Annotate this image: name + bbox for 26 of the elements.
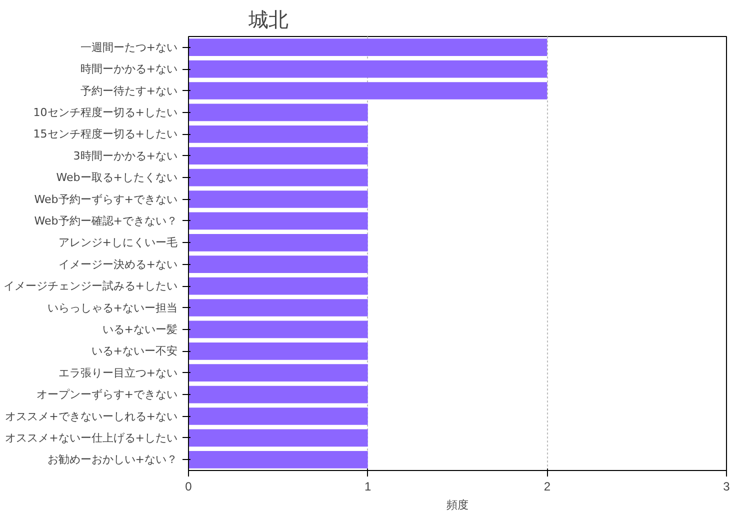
x-tick-label: 2 bbox=[544, 480, 551, 494]
y-tick-label: Web予約ー確認+できない？ bbox=[34, 214, 178, 228]
y-tick-label: オススメ+ないー仕上げる+したい bbox=[5, 431, 178, 444]
y-tick-label: アレンジ+しにくいー毛 bbox=[58, 236, 178, 250]
y-tick-label: Webー取る+したくない bbox=[56, 171, 178, 184]
y-tick-label: 10センチ程度ー切る+したい bbox=[33, 106, 178, 119]
y-tick-label: オープンーずらす+できない bbox=[36, 388, 178, 402]
chart-title: 城北 bbox=[248, 8, 288, 32]
y-tick-label: 15センチ程度ー切る+したい bbox=[33, 128, 178, 141]
y-tick-label: 一週間ーたつ+ない bbox=[80, 40, 178, 54]
x-tick-label: 3 bbox=[723, 480, 730, 494]
y-tick-label: いる+ないー不安 bbox=[91, 344, 178, 358]
y-tick-label: イメージー決める+ない bbox=[58, 258, 178, 271]
y-tick-label: いる+ないー髪 bbox=[102, 322, 178, 336]
y-tick-label: 予約ー待たす+ない bbox=[80, 84, 178, 98]
y-tick-label: エラ張りー目立つ+ない bbox=[58, 366, 178, 380]
y-tick-label: いらっしゃる+ないー担当 bbox=[47, 301, 178, 314]
x-tick-label: 1 bbox=[364, 480, 372, 494]
x-axis-title: 頻度 bbox=[446, 498, 468, 512]
x-tick-label: 0 bbox=[185, 480, 192, 494]
y-tick-label: Web予約ーずらす+できない bbox=[34, 192, 178, 206]
y-tick-label: お勧めーおかしい+ない？ bbox=[47, 453, 178, 466]
y-tick-label: オススメ+できないーしれる+ない bbox=[5, 410, 178, 423]
y-tick-label: イメージチェンジー試みる+したい bbox=[3, 280, 178, 293]
y-tick-label: 時間ーかかる+ない bbox=[80, 62, 178, 76]
y-tick-label: 3時間ーかかる+ない bbox=[73, 149, 178, 162]
